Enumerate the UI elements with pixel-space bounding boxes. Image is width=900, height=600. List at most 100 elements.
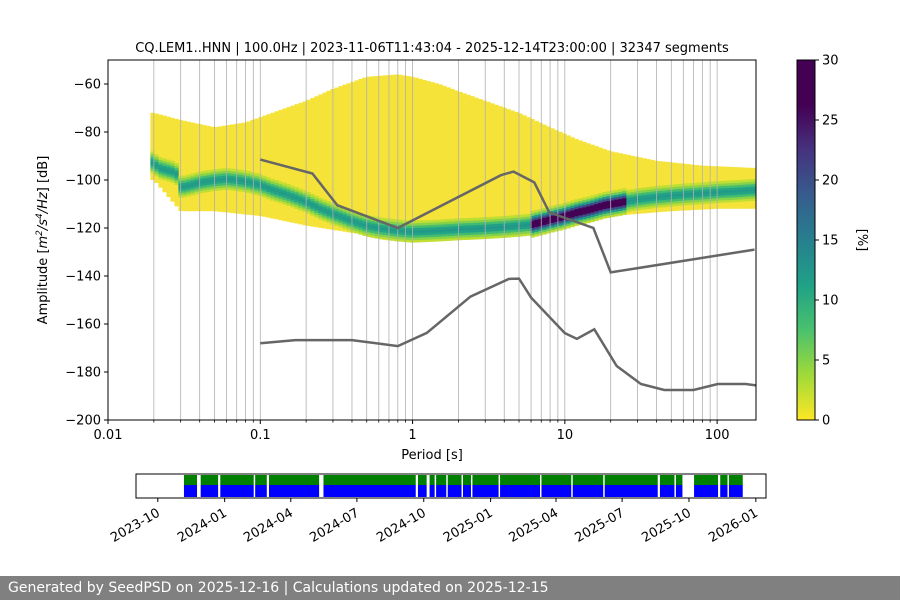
psd-mode-cell — [682, 202, 687, 206]
psd-mode-cell — [274, 199, 279, 202]
psd-spread-column — [534, 120, 539, 230]
psd-mode-cell — [454, 235, 459, 238]
psd-mode-cell — [522, 216, 527, 220]
psd-mode-cell — [750, 193, 755, 197]
psd-mode-cell — [250, 191, 255, 194]
psd-mode-cell — [322, 213, 327, 217]
psd-mode-cell — [634, 195, 639, 199]
psd-mode-cell — [318, 209, 323, 213]
psd-mode-cell — [314, 195, 319, 199]
psd-mode-cell — [718, 195, 723, 199]
psd-mode-cell — [538, 230, 543, 234]
psd-mode-cell — [598, 207, 603, 211]
psd-mode-cell — [606, 210, 611, 214]
psd-mode-cell — [610, 195, 615, 198]
psd-mode-cell — [634, 200, 639, 204]
psd-mode-cell — [278, 191, 283, 194]
psd-mode-cell — [350, 219, 355, 223]
psd-mode-cell — [706, 198, 711, 202]
psd-mode-cell — [638, 202, 643, 206]
psd-mode-cell — [478, 224, 483, 228]
footer-bar: Generated by SeedPSD on 2025-12-16 | Cal… — [0, 576, 900, 600]
psd-mode-cell — [658, 202, 663, 206]
psd-mode-cell — [490, 235, 495, 239]
psd-mode-cell — [290, 200, 295, 203]
psd-mode-cell — [630, 196, 635, 200]
psd-mode-cell — [582, 216, 587, 220]
psd-mode-cell — [746, 198, 751, 202]
psd-mode-cell — [586, 201, 591, 204]
psd-mode-cell — [486, 219, 491, 223]
psd-spread-column — [366, 76, 371, 236]
psd-mode-cell — [326, 220, 331, 223]
psd-mode-cell — [450, 238, 455, 241]
psd-mode-cell — [734, 189, 739, 193]
psd-mode-cell — [670, 203, 675, 207]
psd-mode-cell — [730, 180, 735, 184]
psd-mode-cell — [390, 235, 395, 239]
psd-mode-cell — [282, 187, 287, 191]
psd-mode-cell — [738, 196, 743, 200]
psd-mode-cell — [666, 199, 671, 202]
psd-mode-cell — [746, 191, 751, 194]
psd-mode-cell — [602, 211, 607, 214]
psd-mode-cell — [390, 228, 395, 232]
psd-mode-cell — [586, 218, 591, 221]
psd-mode-cell — [594, 218, 599, 221]
psd-mode-cell — [286, 203, 291, 206]
psd-mode-cell — [202, 187, 207, 191]
psd-spread-column — [210, 126, 215, 212]
psd-mode-cell — [470, 227, 475, 231]
psd-mode-cell — [538, 228, 543, 231]
psd-mode-cell — [754, 183, 756, 187]
psd-mode-cell — [282, 201, 287, 205]
psd-mode-cell — [406, 232, 411, 236]
psd-mode-cell — [222, 187, 227, 191]
psd-mode-cell — [690, 187, 695, 191]
psd-mode-cell — [358, 229, 363, 233]
psd-mode-cell — [622, 190, 627, 194]
psd-mode-cell — [438, 221, 443, 225]
psd-mode-cell — [250, 181, 255, 185]
psd-mode-cell — [698, 184, 703, 188]
psd-mode-cell — [718, 185, 723, 189]
psd-mode-cell — [270, 198, 275, 201]
psd-mode-cell — [478, 231, 483, 235]
psd-mode-cell — [618, 201, 623, 204]
psd-mode-cell — [626, 202, 631, 205]
psd-mode-cell — [150, 168, 155, 171]
psd-mode-cell — [598, 205, 603, 208]
psd-mode-cell — [402, 239, 407, 242]
psd-mode-cell — [290, 202, 295, 206]
psd-mode-cell — [694, 192, 699, 196]
psd-mode-cell — [538, 216, 543, 219]
psd-mode-cell — [582, 202, 587, 205]
psd-mode-cell — [478, 229, 483, 233]
psd-mode-cell — [622, 205, 627, 208]
psd-mode-cell — [426, 236, 431, 240]
psd-mode-cell — [398, 229, 403, 233]
psd-mode-cell — [526, 213, 531, 217]
psd-mode-cell — [490, 219, 495, 222]
psd-mode-cell — [390, 238, 395, 241]
psd-mode-cell — [614, 204, 619, 207]
psd-mode-cell — [738, 182, 743, 185]
psd-mode-cell — [302, 207, 307, 210]
psd-mode-cell — [542, 227, 547, 230]
psd-mode-cell — [494, 221, 499, 224]
psd-mode-cell — [518, 233, 523, 237]
psd-mode-cell — [518, 219, 523, 223]
psd-mode-cell — [374, 221, 379, 225]
psd-mode-cell — [498, 218, 503, 222]
psd-mode-cell — [566, 201, 571, 205]
psd-mode-cell — [242, 175, 247, 178]
psd-mode-cell — [734, 197, 739, 200]
psd-mode-cell — [154, 161, 159, 165]
psd-mode-cell — [694, 194, 699, 198]
psd-mode-cell — [706, 201, 711, 204]
psd-mode-cell — [318, 212, 323, 215]
psd-mode-cell — [158, 171, 163, 175]
psd-mode-cell — [334, 223, 339, 226]
psd-mode-cell — [594, 196, 599, 200]
psd-mode-cell — [530, 218, 535, 221]
